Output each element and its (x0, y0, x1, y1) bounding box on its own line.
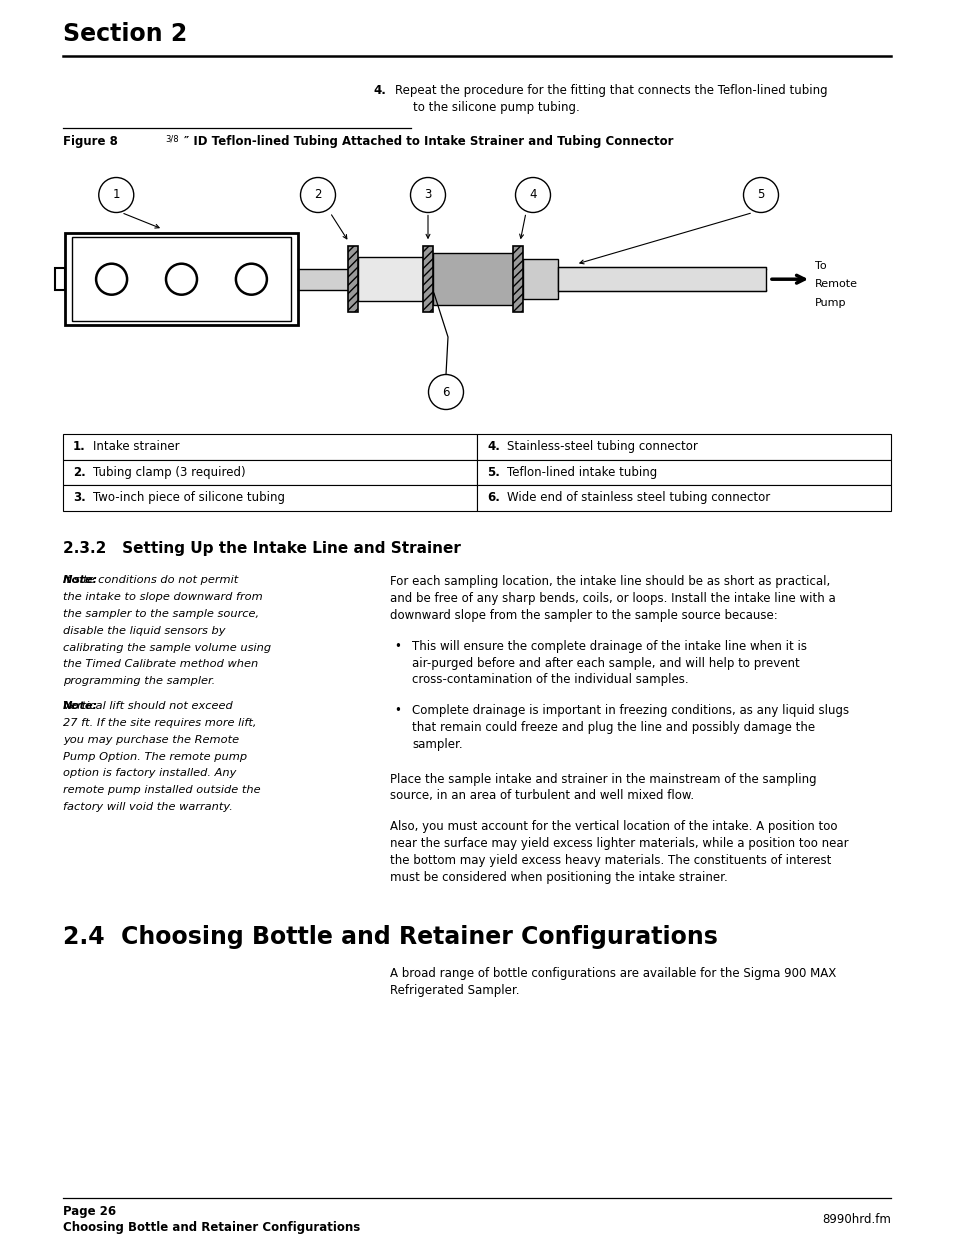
Text: source, in an area of turbulent and well mixed flow.: source, in an area of turbulent and well… (390, 789, 694, 803)
Text: Refrigerated Sampler.: Refrigerated Sampler. (390, 984, 519, 998)
Circle shape (300, 178, 335, 212)
Circle shape (742, 178, 778, 212)
Bar (55, 268, 65, 290)
Text: Wide end of stainless steel tubing connector: Wide end of stainless steel tubing conne… (506, 492, 769, 504)
Text: Note:: Note: (63, 576, 98, 585)
Text: •: • (394, 704, 400, 718)
Circle shape (515, 178, 550, 212)
Text: Also, you must account for the vertical location of the intake. A position too: Also, you must account for the vertical … (390, 820, 837, 834)
Bar (357, 257, 422, 301)
Text: programming the sampler.: programming the sampler. (63, 677, 215, 687)
Text: must be considered when positioning the intake strainer.: must be considered when positioning the … (390, 871, 727, 884)
Text: To: To (814, 261, 825, 272)
Text: Figure 8: Figure 8 (63, 135, 118, 148)
Text: cross-contamination of the individual samples.: cross-contamination of the individual sa… (412, 673, 688, 687)
Text: 1.: 1. (73, 440, 86, 453)
Text: factory will void the warranty.: factory will void the warranty. (63, 802, 233, 813)
Text: 4: 4 (529, 189, 537, 201)
Bar (63, 459, 476, 485)
Text: If site conditions do not permit: If site conditions do not permit (63, 576, 238, 585)
Bar (348, 246, 357, 312)
Bar (433, 253, 513, 305)
Circle shape (428, 374, 463, 410)
Text: 3/8: 3/8 (165, 135, 178, 143)
Text: 6.: 6. (486, 492, 499, 504)
Text: 8990hrd.fm: 8990hrd.fm (821, 1213, 890, 1226)
Bar (513, 246, 522, 312)
Text: 27 ft. If the site requires more lift,: 27 ft. If the site requires more lift, (63, 718, 256, 729)
Text: 4.: 4. (486, 440, 499, 453)
Circle shape (166, 264, 196, 295)
Text: 2.: 2. (73, 466, 86, 479)
Bar (476, 459, 890, 485)
Text: Place the sample intake and strainer in the mainstream of the sampling: Place the sample intake and strainer in … (390, 773, 816, 785)
Bar (63, 485, 476, 510)
Text: Vertical lift should not exceed: Vertical lift should not exceed (63, 701, 233, 711)
Text: 2.3.2   Setting Up the Intake Line and Strainer: 2.3.2 Setting Up the Intake Line and Str… (63, 541, 460, 556)
Text: Pump Option. The remote pump: Pump Option. The remote pump (63, 752, 247, 762)
Text: For each sampling location, the intake line should be as short as practical,: For each sampling location, the intake l… (390, 576, 829, 589)
Text: 6: 6 (442, 385, 449, 399)
Text: 2: 2 (314, 189, 321, 201)
Text: Complete drainage is important in freezing conditions, as any liquid slugs: Complete drainage is important in freezi… (412, 704, 848, 718)
Text: and be free of any sharp bends, coils, or loops. Install the intake line with a: and be free of any sharp bends, coils, o… (390, 593, 835, 605)
Text: you may purchase the Remote: you may purchase the Remote (63, 735, 239, 745)
Bar (423, 246, 433, 312)
Text: the intake to slope downward from: the intake to slope downward from (63, 593, 262, 603)
Text: disable the liquid sensors by: disable the liquid sensors by (63, 626, 225, 636)
Text: ″ ID Teflon-lined Tubing Attached to Intake Strainer and Tubing Connector: ″ ID Teflon-lined Tubing Attached to Int… (184, 135, 673, 148)
Text: 5: 5 (757, 189, 764, 201)
Circle shape (410, 178, 445, 212)
Text: 2.4  Choosing Bottle and Retainer Configurations: 2.4 Choosing Bottle and Retainer Configu… (63, 925, 717, 950)
Circle shape (99, 178, 133, 212)
Text: near the surface may yield excess lighter materials, while a position too near: near the surface may yield excess lighte… (390, 837, 848, 850)
Text: 5.: 5. (486, 466, 499, 479)
Bar (558, 267, 765, 291)
Text: Two-inch piece of silicone tubing: Two-inch piece of silicone tubing (92, 492, 285, 504)
Text: the sampler to the sample source,: the sampler to the sample source, (63, 609, 259, 619)
Text: •: • (394, 640, 400, 653)
Text: sampler.: sampler. (412, 737, 462, 751)
Text: Intake strainer: Intake strainer (92, 440, 179, 453)
Text: Repeat the procedure for the fitting that connects the Teflon-lined tubing: Repeat the procedure for the fitting tha… (395, 84, 827, 98)
Text: calibrating the sample volume using: calibrating the sample volume using (63, 642, 271, 653)
Text: 3.: 3. (73, 492, 86, 504)
Text: remote pump installed outside the: remote pump installed outside the (63, 785, 260, 795)
Text: the Timed Calibrate method when: the Timed Calibrate method when (63, 659, 258, 669)
Bar (297, 269, 765, 290)
Bar (522, 259, 558, 299)
Text: Tubing clamp (3 required): Tubing clamp (3 required) (92, 466, 245, 479)
Text: to the silicone pump tubing.: to the silicone pump tubing. (413, 101, 579, 115)
Text: Teflon-lined intake tubing: Teflon-lined intake tubing (506, 466, 657, 479)
Circle shape (96, 264, 127, 295)
Bar (71, 237, 291, 321)
Bar (65, 233, 297, 325)
Bar (476, 485, 890, 510)
Text: This will ensure the complete drainage of the intake line when it is: This will ensure the complete drainage o… (412, 640, 806, 653)
Text: Page 26: Page 26 (63, 1205, 116, 1218)
Text: 4.: 4. (374, 84, 386, 98)
Text: that remain could freeze and plug the line and possibly damage the: that remain could freeze and plug the li… (412, 721, 814, 734)
Text: Choosing Bottle and Retainer Configurations: Choosing Bottle and Retainer Configurati… (63, 1221, 360, 1235)
Bar (476, 433, 890, 459)
Text: option is factory installed. Any: option is factory installed. Any (63, 768, 236, 778)
Text: Note:: Note: (63, 701, 98, 711)
Text: Stainless-steel tubing connector: Stainless-steel tubing connector (506, 440, 698, 453)
Text: 1: 1 (112, 189, 120, 201)
Circle shape (235, 264, 267, 295)
Text: A broad range of bottle configurations are available for the Sigma 900 MAX: A broad range of bottle configurations a… (390, 967, 836, 981)
Text: 3: 3 (424, 189, 432, 201)
Text: Section 2: Section 2 (63, 22, 187, 46)
Text: the bottom may yield excess heavy materials. The constituents of interest: the bottom may yield excess heavy materi… (390, 853, 831, 867)
Text: downward slope from the sampler to the sample source because:: downward slope from the sampler to the s… (390, 609, 777, 622)
Text: Remote: Remote (814, 279, 857, 289)
Text: Pump: Pump (814, 298, 845, 309)
Text: air-purged before and after each sample, and will help to prevent: air-purged before and after each sample,… (412, 657, 799, 669)
Bar (63, 433, 476, 459)
